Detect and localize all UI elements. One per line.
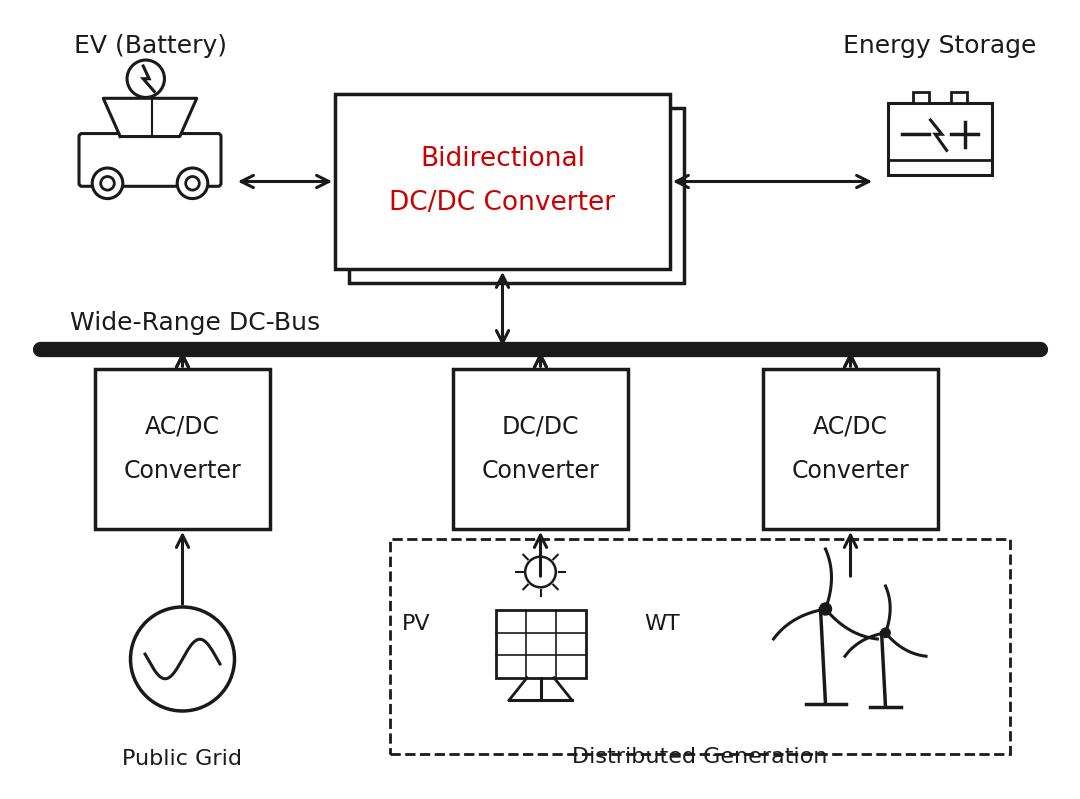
Bar	[349, 108, 684, 283]
Bar	[888, 103, 993, 175]
Bar	[496, 610, 585, 678]
Bar	[390, 539, 1010, 754]
Text: Converter: Converter	[792, 459, 909, 483]
Text: Energy Storage: Energy Storage	[843, 34, 1037, 58]
Bar	[914, 92, 929, 103]
Text: Converter: Converter	[482, 459, 599, 483]
Text: WT: WT	[645, 614, 680, 634]
Text: Distributed Generation: Distributed Generation	[572, 747, 827, 767]
Circle shape	[881, 628, 890, 638]
Text: DC/DC: DC/DC	[502, 415, 579, 439]
Circle shape	[92, 168, 123, 199]
Text: DC/DC Converter: DC/DC Converter	[390, 190, 616, 217]
Text: AC/DC: AC/DC	[813, 415, 888, 439]
Text: Wide-Range DC-Bus: Wide-Range DC-Bus	[70, 311, 320, 335]
Bar	[453, 369, 627, 529]
Bar	[335, 94, 670, 269]
Text: Converter: Converter	[123, 459, 241, 483]
FancyBboxPatch shape	[79, 133, 221, 186]
Bar	[951, 92, 967, 103]
Circle shape	[820, 603, 832, 615]
Text: AC/DC: AC/DC	[145, 415, 220, 439]
Text: EV (Battery): EV (Battery)	[73, 34, 227, 58]
Polygon shape	[104, 98, 197, 137]
Text: PV: PV	[402, 614, 430, 634]
Text: Bidirectional: Bidirectional	[420, 146, 585, 173]
Bar	[95, 369, 270, 529]
Bar	[762, 369, 939, 529]
Text: Public Grid: Public Grid	[122, 749, 243, 769]
Circle shape	[177, 168, 207, 199]
